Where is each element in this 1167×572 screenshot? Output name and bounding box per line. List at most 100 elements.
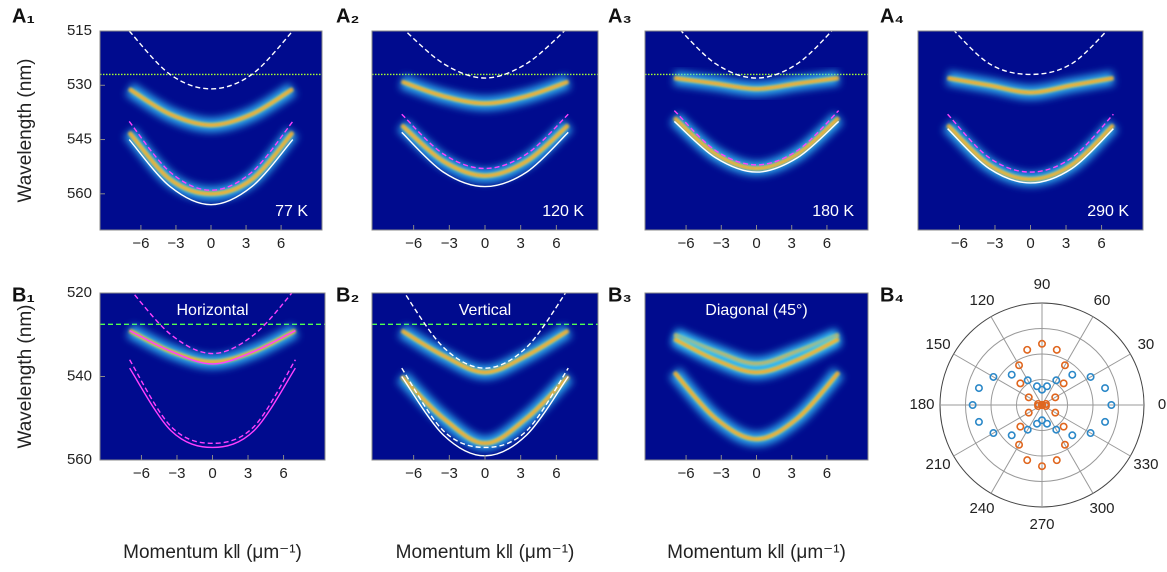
x-tick-label: −6: [951, 235, 968, 252]
data-point: [1043, 419, 1052, 428]
panel-label: A₃: [608, 5, 632, 27]
data-point: [1023, 425, 1032, 434]
angle-label: 270: [1029, 516, 1054, 533]
dispersion-curve: [401, 131, 569, 188]
data-point: [1086, 429, 1095, 438]
x-tick-label: −3: [441, 235, 458, 252]
x-tick-label: 3: [788, 235, 796, 252]
x-tick-label: 0: [481, 235, 489, 252]
annotation: Diagonal (45°): [705, 302, 807, 319]
plot-area: [669, 328, 844, 447]
intensity-band-peak: [673, 338, 840, 374]
angle-label: 90: [1034, 276, 1051, 293]
data-point: [1024, 408, 1033, 417]
data-point: [1068, 370, 1077, 379]
data-point: [1015, 361, 1024, 370]
intensity-band-peak: [674, 77, 839, 90]
plot-area: [645, 31, 868, 176]
panel-label: A₂: [336, 5, 359, 27]
intensity-band-peak: [401, 124, 569, 177]
data-point: [1051, 408, 1060, 417]
x-tick-label: −6: [405, 465, 422, 482]
data-point: [989, 372, 998, 381]
dispersion-curve: [401, 367, 569, 449]
angular-grid: [1041, 353, 1131, 406]
y-axis-label: Wavelength (nm): [15, 305, 36, 449]
angular-grid: [1041, 316, 1094, 406]
angular-grid: [990, 404, 1043, 494]
intensity-band-peak: [401, 80, 569, 105]
data-point: [1023, 456, 1032, 465]
intensity-band-peak: [947, 77, 1114, 94]
dispersion-curve: [947, 113, 1114, 173]
angle-label: 330: [1133, 456, 1158, 473]
annotation: 77 K: [275, 203, 308, 220]
data-point: [1060, 440, 1069, 449]
x-tick-label: −6: [678, 465, 695, 482]
y-tick-label: 530: [67, 76, 92, 93]
intensity-band-peak: [947, 124, 1114, 181]
x-tick-label: −3: [168, 465, 185, 482]
intensity-band-peak: [128, 131, 294, 195]
intensity-band-peak: [401, 375, 569, 445]
angular-grid: [1041, 404, 1094, 494]
x-tick-label: 3: [1062, 235, 1070, 252]
angle-label: 180: [909, 396, 934, 413]
annotation: 290 K: [1087, 203, 1129, 220]
x-axis-label: Momentum k‖ (μm⁻¹): [396, 542, 575, 563]
y-tick-label: 560: [67, 451, 92, 468]
x-tick-label: 0: [1026, 235, 1034, 252]
x-tick-label: 6: [1097, 235, 1105, 252]
x-tick-label: 3: [244, 465, 252, 482]
panel-label: B₄: [880, 284, 904, 306]
intensity-band-peak: [673, 117, 840, 170]
dispersion-curve: [947, 128, 1114, 184]
x-tick-label: −6: [678, 235, 695, 252]
dispersion-curve: [132, 293, 293, 355]
x-tick-label: −6: [405, 235, 422, 252]
x-tick-label: −3: [713, 465, 730, 482]
y-tick-label: 520: [67, 284, 92, 301]
data-point: [1034, 402, 1043, 411]
angular-grid: [953, 353, 1043, 406]
data-point: [1060, 361, 1069, 370]
x-tick-label: −6: [132, 235, 149, 252]
x-tick-label: 6: [552, 465, 560, 482]
intensity-band-peak: [673, 371, 840, 440]
data-point: [1052, 345, 1061, 354]
data-point: [1023, 345, 1032, 354]
data-point: [1052, 456, 1061, 465]
data-point: [1068, 431, 1077, 440]
x-tick-label: 0: [207, 235, 215, 252]
annotation: 120 K: [542, 203, 584, 220]
data-point: [1086, 372, 1095, 381]
angular-grid: [953, 404, 1043, 457]
x-tick-label: 6: [277, 235, 285, 252]
dispersion-curve: [128, 139, 294, 206]
dispersion-curve: [129, 359, 296, 445]
plot-area: [372, 293, 598, 457]
x-tick-label: −3: [713, 235, 730, 252]
data-point: [1052, 376, 1061, 385]
heatmap-background: [100, 293, 325, 460]
plot-area: [372, 31, 598, 188]
angle-label: 30: [1138, 336, 1155, 353]
x-tick-label: −6: [133, 465, 150, 482]
angle-label: 60: [1094, 292, 1111, 309]
panel-label: A₄: [880, 5, 904, 27]
x-tick-label: 3: [517, 465, 525, 482]
angular-grid: [990, 316, 1043, 406]
data-point: [1101, 417, 1110, 426]
x-tick-label: −3: [441, 465, 458, 482]
panel-label: B₃: [608, 284, 632, 306]
plot-area: [100, 31, 322, 206]
annotation: Horizontal: [176, 302, 248, 319]
x-tick-label: 6: [552, 235, 560, 252]
data-point: [1007, 431, 1016, 440]
plot-area: [942, 31, 1119, 187]
x-tick-label: 3: [242, 235, 250, 252]
panel-label: B₁: [12, 284, 35, 306]
data-point: [1038, 462, 1047, 471]
data-point: [1052, 425, 1061, 434]
